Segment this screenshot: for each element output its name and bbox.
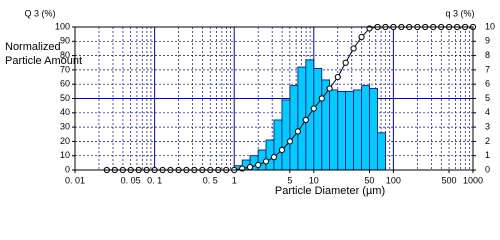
x-tick-label: 1000 (463, 175, 483, 185)
x-tick-label: 0. 1 (147, 175, 162, 185)
x-tick-label: 0. 5 (203, 175, 218, 185)
cumulative-point (302, 116, 309, 124)
y-tick-label: 40 (60, 107, 70, 117)
cumulative-point (262, 158, 270, 165)
y-tick-label: 50 (60, 93, 70, 103)
cumulative-point (334, 73, 341, 81)
y-tick-label: 0 (65, 164, 70, 174)
cumulative-point (318, 95, 325, 102)
y-tick-label: 90 (60, 36, 70, 46)
bar (289, 85, 299, 171)
x-tick-label: 500 (442, 175, 457, 185)
y2-tick-label: 2 (485, 136, 490, 146)
cumulative-point (310, 105, 317, 112)
x-tick-label: 50 (364, 175, 374, 185)
x-tick-label: 10 (309, 175, 319, 185)
x-tick-label: 0. 01 (65, 175, 85, 185)
x-tick-label: 0. 05 (121, 175, 141, 185)
bar (313, 68, 323, 171)
y-label: Normalized (5, 41, 61, 53)
y-label: Particle Amount (5, 55, 82, 67)
y-tick-label: 100 (55, 21, 70, 31)
chart: Q 3 (%) q 3 (%) Normalized Particle Amou… (5, 8, 495, 197)
cumulative-point (246, 164, 254, 171)
y-tick-label: 30 (60, 121, 70, 131)
x-tick-label: 1 (232, 175, 237, 185)
bar (329, 89, 339, 171)
cumulative-point (350, 45, 357, 52)
left-axis-title: Q 3 (%) (24, 8, 55, 18)
cumulative-point (294, 128, 301, 135)
x-tick-label: 100 (386, 175, 401, 185)
cumulative-point (278, 146, 286, 154)
y2-tick-label: 0 (485, 164, 490, 174)
x-axis-title: Particle Diameter (µm) (275, 185, 385, 197)
y2-tick-label: 4 (485, 107, 490, 117)
bar (337, 90, 347, 171)
bar (353, 89, 362, 171)
y2-tick-label: 10 (485, 21, 495, 31)
bar (369, 88, 378, 171)
bar (361, 85, 370, 171)
y-tick-label: 80 (60, 50, 70, 60)
y-tick-label: 10 (60, 150, 70, 160)
y2-tick-label: 3 (485, 121, 490, 131)
cumulative-point (342, 59, 349, 66)
cumulative-point (255, 161, 262, 169)
x-tick-label: 5 (287, 175, 292, 185)
cumulative-point (270, 154, 278, 161)
y2-tick-label: 7 (485, 64, 490, 74)
y2-tick-label: 8 (485, 50, 490, 60)
y2-tick-label: 1 (485, 150, 490, 160)
right-axis-title: q 3 (%) (445, 8, 474, 18)
y-tick-label: 60 (60, 79, 70, 89)
y-tick-label: 70 (60, 64, 70, 74)
plot-frame (74, 26, 474, 171)
cumulative-point (358, 33, 365, 41)
cumulative-point (326, 85, 333, 92)
bar (281, 99, 291, 171)
y2-tick-label: 9 (485, 36, 490, 46)
y2-tick-label: 6 (485, 79, 490, 89)
bar (377, 132, 386, 171)
bar (345, 90, 354, 171)
y2-tick-label: 5 (485, 93, 490, 103)
y-tick-label: 20 (60, 136, 70, 146)
bar (273, 119, 283, 171)
cumulative-point (286, 138, 294, 145)
